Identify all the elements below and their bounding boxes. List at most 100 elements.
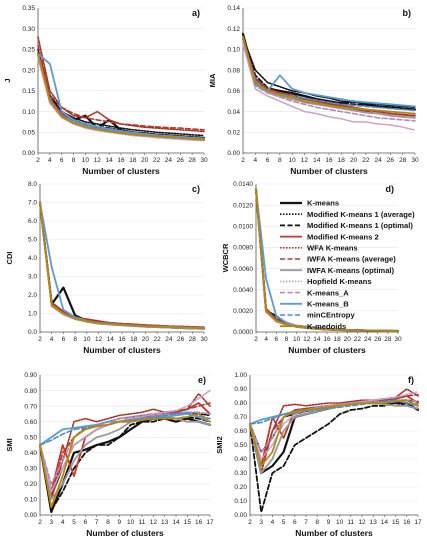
x-tick-label: 13 [161, 519, 169, 526]
y-tick-label: 0.00 [227, 150, 240, 157]
x-tick-label: 6 [62, 336, 66, 343]
legend-entry: minCEntropy [280, 311, 355, 320]
x-tick-label: 10 [293, 336, 301, 343]
y-tick-label: 5.0 [28, 237, 37, 244]
y-axis-label: CDI [5, 252, 14, 265]
y-tick-label: 0.70 [24, 403, 37, 410]
legend-entry: Modified K-means 1 (optimal) [280, 221, 413, 230]
y-tick-label: 8.0 [28, 181, 37, 188]
panel-label: a) [192, 8, 200, 18]
chart-panel-2: 0.000.020.040.060.080.100.120.142 4 6 8 10 12… [208, 5, 419, 176]
y-tick-label: 0.50 [234, 442, 247, 449]
x-tick-label: 16 [325, 157, 333, 164]
chart-panel-3: 0.01.02.03.04.05.06.07.08.02 4 6 8 10 12 14 16 1… [5, 181, 208, 355]
x-tick-label: 12 [358, 519, 366, 526]
x-tick-label: 26 [387, 157, 395, 164]
panel-label: b) [403, 8, 412, 18]
x-tick-label: 6 [293, 519, 297, 526]
x-tick-label: 16 [195, 519, 203, 526]
legend-label: Modified K-means 1 (average) [307, 210, 415, 219]
x-tick-label: 6 [266, 157, 270, 164]
x-tick-label: 20 [141, 157, 149, 164]
series-line [242, 36, 416, 111]
y-tick-label: 0.40 [24, 450, 37, 457]
x-tick-label: 2 [36, 157, 40, 164]
y-tick-label: 0.20 [24, 481, 37, 488]
x-tick-label: 2 [38, 336, 42, 343]
panel-label: f) [408, 375, 414, 385]
x-tick-label: 14 [172, 519, 180, 526]
y-tick-label: 0.10 [22, 109, 35, 116]
x-tick-label: 12 [301, 157, 309, 164]
legend-label: IWFA K-means (average) [307, 255, 396, 264]
y-tick-label: 0.06 [227, 88, 240, 95]
y-tick-label: 0.14 [227, 5, 240, 12]
legend-label: Hopfield K-means [307, 277, 372, 286]
x-tick-label: 14 [313, 157, 321, 164]
y-tick-label: 0.0080 [233, 245, 253, 252]
x-tick-label: 4 [253, 157, 257, 164]
legend-entry: K-means_A [280, 288, 349, 297]
x-tick-label: 12 [150, 519, 158, 526]
y-tick-label: 0.30 [234, 470, 247, 477]
series-line [249, 399, 419, 467]
legend-entry: Hopfield K-means [280, 277, 372, 286]
y-tick-label: 0.30 [24, 466, 37, 473]
y-tick-label: 0.0120 [233, 202, 253, 209]
y-tick-label: 0.70 [234, 414, 247, 421]
x-tick-label: 24 [165, 336, 173, 343]
legend-label: Modified K-means 1 (optimal) [307, 221, 413, 230]
y-tick-label: 0.35 [22, 5, 35, 12]
x-tick-label: 24 [375, 157, 383, 164]
series-line [242, 38, 416, 117]
x-tick-label: 24 [364, 336, 372, 343]
y-tick-label: 0.0060 [233, 266, 253, 273]
x-tick-label: 24 [165, 157, 173, 164]
legend-entry: Modified K-means 2 [280, 232, 379, 241]
legend-entry: IWFA K-means (optimal) [280, 266, 395, 275]
y-tick-label: 0.25 [22, 47, 35, 54]
y-tick-label: 2.0 [28, 292, 37, 299]
legend-entry: K-means_B [280, 300, 349, 309]
panel-label: d) [386, 184, 395, 194]
y-tick-label: 0.0000 [233, 329, 253, 336]
chart-panel-5: 0.00 0.10 0.20 0.30 0.40 0.50 0.60 0.70 0.80 0.90… [5, 372, 214, 538]
x-tick-label: 28 [384, 336, 392, 343]
x-tick-label: 9 [118, 519, 122, 526]
x-tick-label: 17 [206, 519, 214, 526]
x-tick-label: 2 [241, 157, 245, 164]
y-tick-label: 0.05 [22, 129, 35, 136]
chart-panel-4: 0.0000 0.0020 0.0040 0.0060 0.0080 0.0100 0.01… [221, 181, 402, 355]
x-tick-label: 2 [38, 519, 42, 526]
chart-panel-6: 0.00 0.10 0.20 0.30 0.40 0.50 0.60 0.70 0.80 0.90… [215, 372, 422, 538]
legend-label: minCEntropy [307, 311, 355, 320]
legend-label: K-means_A [307, 288, 349, 297]
series-line [37, 44, 205, 131]
y-axis-label: SMI2 [215, 436, 224, 454]
legend-label: K-means_B [307, 300, 349, 309]
panel-label: c) [192, 184, 200, 194]
legend-entry: Modified K-means 1 (average) [280, 210, 415, 219]
series-line [242, 38, 416, 122]
y-tick-label: 0.80 [234, 400, 247, 407]
x-tick-label: 3 [50, 519, 54, 526]
series-line [242, 36, 416, 108]
legend-label: K-medoids [307, 322, 346, 331]
x-axis-label: Number of clusters [288, 345, 366, 355]
y-tick-label: 0.10 [234, 498, 247, 505]
x-tick-label: 17 [414, 519, 422, 526]
y-tick-label: 0.60 [24, 419, 37, 426]
y-axis-label: WCBCR [221, 243, 230, 272]
y-axis-label: J [3, 78, 12, 82]
x-tick-label: 7 [95, 519, 99, 526]
y-tick-label: 0.15 [22, 88, 35, 95]
series-line [39, 412, 211, 509]
x-tick-label: 10 [82, 157, 90, 164]
x-tick-label: 28 [189, 336, 197, 343]
x-axis-label: Number of clusters [290, 166, 368, 176]
y-tick-label: 0.0100 [233, 223, 253, 230]
x-tick-label: 2 [248, 519, 252, 526]
x-tick-label: 14 [106, 157, 114, 164]
x-tick-label: 6 [84, 519, 88, 526]
